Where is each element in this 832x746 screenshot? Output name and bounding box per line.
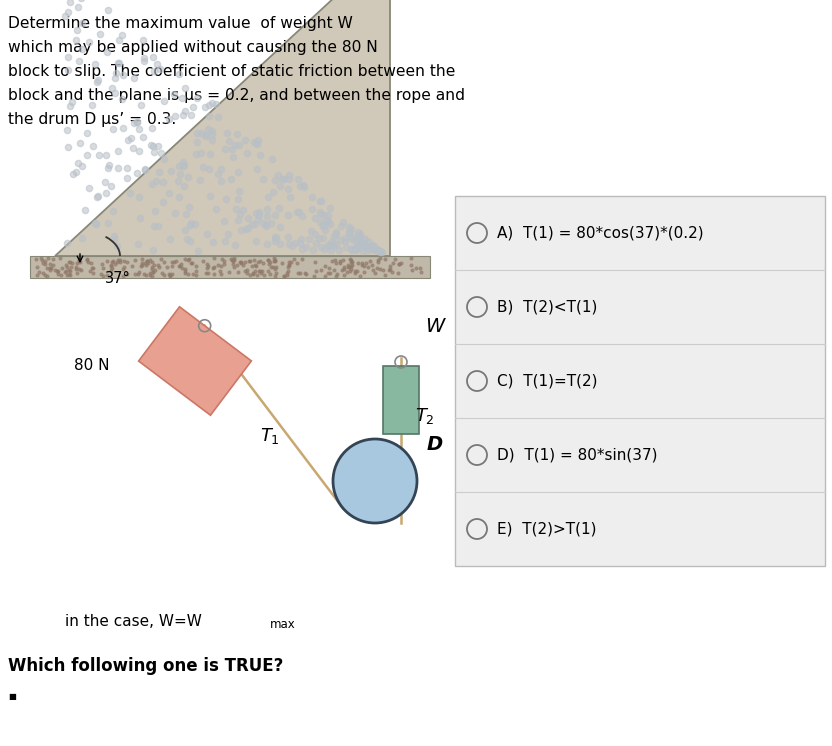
Text: W: W	[425, 316, 444, 336]
Text: C)  T(1)=T(2): C) T(1)=T(2)	[497, 374, 597, 389]
Text: $T_1$: $T_1$	[260, 426, 280, 446]
Text: D)  T(1) = 80*sin(37): D) T(1) = 80*sin(37)	[497, 448, 657, 463]
Bar	[383, 366, 419, 434]
Text: Determine the maximum value  of weight W: Determine the maximum value of weight W	[8, 16, 353, 31]
Text: block to slip. The coefficient of static friction between the: block to slip. The coefficient of static…	[8, 64, 455, 79]
Text: D: D	[427, 434, 443, 454]
Text: $T_2$: $T_2$	[415, 406, 435, 426]
Text: the drum D μs’ = 0.3.: the drum D μs’ = 0.3.	[8, 112, 176, 127]
FancyBboxPatch shape	[455, 196, 825, 566]
Text: 80 N: 80 N	[75, 359, 110, 374]
Text: B)  T(2)<T(1): B) T(2)<T(1)	[497, 299, 597, 315]
Circle shape	[333, 439, 417, 523]
Text: in the case, W=W: in the case, W=W	[65, 613, 202, 628]
Text: A)  T(1) = 80*cos(37)*(0.2): A) T(1) = 80*cos(37)*(0.2)	[497, 225, 704, 240]
Text: E)  T(2)>T(1): E) T(2)>T(1)	[497, 521, 597, 536]
Text: 37°: 37°	[105, 271, 131, 286]
Polygon shape	[55, 0, 390, 256]
Polygon shape	[139, 307, 251, 416]
Text: max: max	[270, 618, 295, 632]
Text: block and the plane is μs = 0.2, and between the rope and: block and the plane is μs = 0.2, and bet…	[8, 88, 465, 103]
Bar	[30, 256, 430, 278]
Text: which may be applied without causing the 80 N: which may be applied without causing the…	[8, 40, 378, 55]
Text: ■: ■	[8, 692, 16, 700]
Text: Which following one is TRUE?: Which following one is TRUE?	[8, 657, 284, 675]
